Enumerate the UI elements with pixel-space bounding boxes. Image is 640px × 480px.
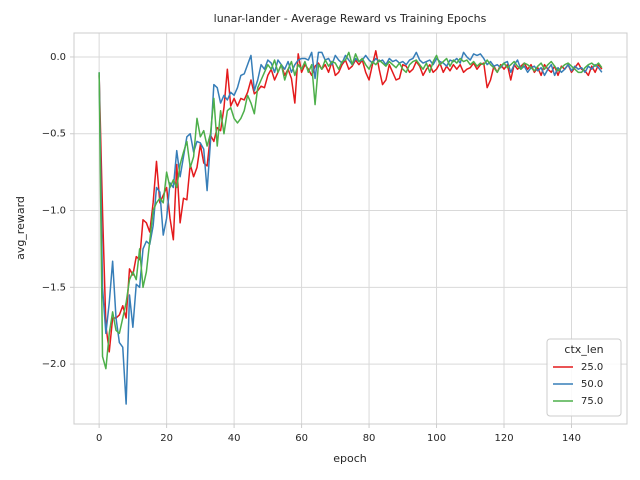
x-axis-label: epoch	[333, 452, 367, 465]
legend-title: ctx_len	[564, 343, 603, 356]
x-tick-label: 60	[295, 433, 308, 444]
series-line	[98, 50, 603, 353]
x-tick-label: 80	[363, 433, 376, 444]
y-tick-label: −1.5	[42, 282, 66, 293]
x-tick-label: 140	[562, 433, 581, 444]
x-tick-label: 120	[494, 433, 513, 444]
y-tick-label: −2.0	[42, 359, 66, 370]
y-tick-label: −1.0	[42, 206, 66, 217]
legend-label: 50.0	[581, 379, 603, 390]
x-tick-label: 40	[228, 433, 241, 444]
legend-label: 75.0	[581, 396, 603, 407]
y-axis-label: avg_reward	[14, 196, 27, 260]
series-line	[98, 51, 603, 405]
y-tick-label: 0.0	[50, 52, 66, 63]
x-tick-label: 0	[96, 433, 102, 444]
y-tick-label: −0.5	[42, 129, 66, 140]
x-tick-label: 100	[427, 433, 446, 444]
legend-box	[546, 338, 622, 417]
series-line	[98, 51, 603, 370]
legend-label: 25.0	[581, 362, 603, 373]
x-tick-label: 20	[160, 433, 173, 444]
chart-title: lunar-lander - Average Reward vs Trainin…	[214, 12, 487, 25]
plot-frame	[73, 32, 628, 425]
